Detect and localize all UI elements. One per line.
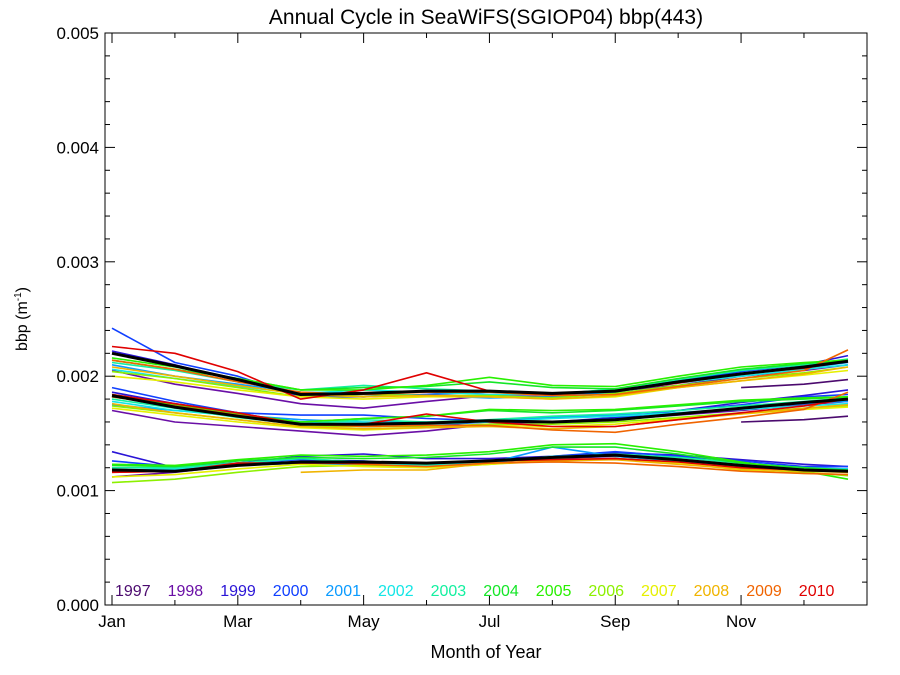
legend: 1997 1998 1999 2000 2001 2002 2003 2004 2005 2006…: [115, 583, 834, 600]
series-line-2008-lower: [300, 458, 849, 474]
legend-item-2010: 2010: [799, 583, 835, 600]
series-line-2005-lower: [111, 442, 849, 480]
y-tick-label: 0.000: [56, 596, 99, 615]
x-axis-label: Month of Year: [430, 642, 541, 662]
plot-frame: [104, 32, 868, 606]
series-line-2008-upper: [111, 366, 849, 400]
chart-title: Annual Cycle in SeaWiFS(SGIOP04) bbp(443…: [269, 6, 703, 29]
series-line-2008-middle: [111, 402, 849, 430]
legend-item-2009: 2009: [746, 583, 782, 600]
series-line-1997-upper: [741, 378, 849, 389]
y-tick-label: 0.005: [56, 24, 99, 43]
series-line-mean-lower: [111, 453, 849, 473]
legend-item-2004: 2004: [483, 583, 519, 600]
series-line-mean-upper: [111, 351, 849, 396]
series-line-2007-lower: [111, 457, 849, 478]
series-line-1997-middle: [741, 415, 849, 423]
legend-item-2008: 2008: [694, 583, 730, 600]
x-tick-label: Sep: [600, 612, 630, 631]
x-tick-label: Mar: [223, 612, 253, 631]
x-tick-label: Jul: [479, 612, 501, 631]
series-line-2005-middle: [111, 393, 849, 423]
y-tick-label: 0.001: [56, 482, 99, 501]
legend-item-2005: 2005: [536, 583, 572, 600]
y-axis-label-main: bbp (m: [14, 301, 31, 351]
legend-item-2003: 2003: [431, 583, 467, 600]
axis-layer: 0.000 0.001 0.002 0.003 0.004 0.005 Jan Mar May J…: [56, 24, 867, 631]
y-tick-label: 0.004: [56, 138, 99, 157]
series-line-2002-upper: [111, 364, 849, 396]
y-axis-label-superscript: -1: [13, 292, 24, 301]
legend-item-2006: 2006: [588, 583, 624, 600]
series-line-2004-lower: [111, 446, 849, 471]
y-axis-label-close: ): [14, 287, 31, 292]
legend-item-1999: 1999: [220, 583, 256, 600]
legend-item-2002: 2002: [378, 583, 414, 600]
legend-item-2001: 2001: [325, 583, 361, 600]
y-tick-label: 0.003: [56, 253, 99, 272]
legend-item-2000: 2000: [273, 583, 309, 600]
x-tick-label: Nov: [726, 612, 757, 631]
series-layer: [111, 327, 849, 484]
y-tick-label: 0.002: [56, 367, 99, 386]
legend-item-2007: 2007: [641, 583, 677, 600]
x-tick-label: May: [348, 612, 381, 631]
y-axis-label: bbp (m-1): [13, 287, 31, 351]
legend-item-1997: 1997: [115, 583, 151, 600]
legend-item-1998: 1998: [168, 583, 204, 600]
series-line-mean-middle: [111, 394, 849, 426]
x-tick-label: Jan: [98, 612, 125, 631]
